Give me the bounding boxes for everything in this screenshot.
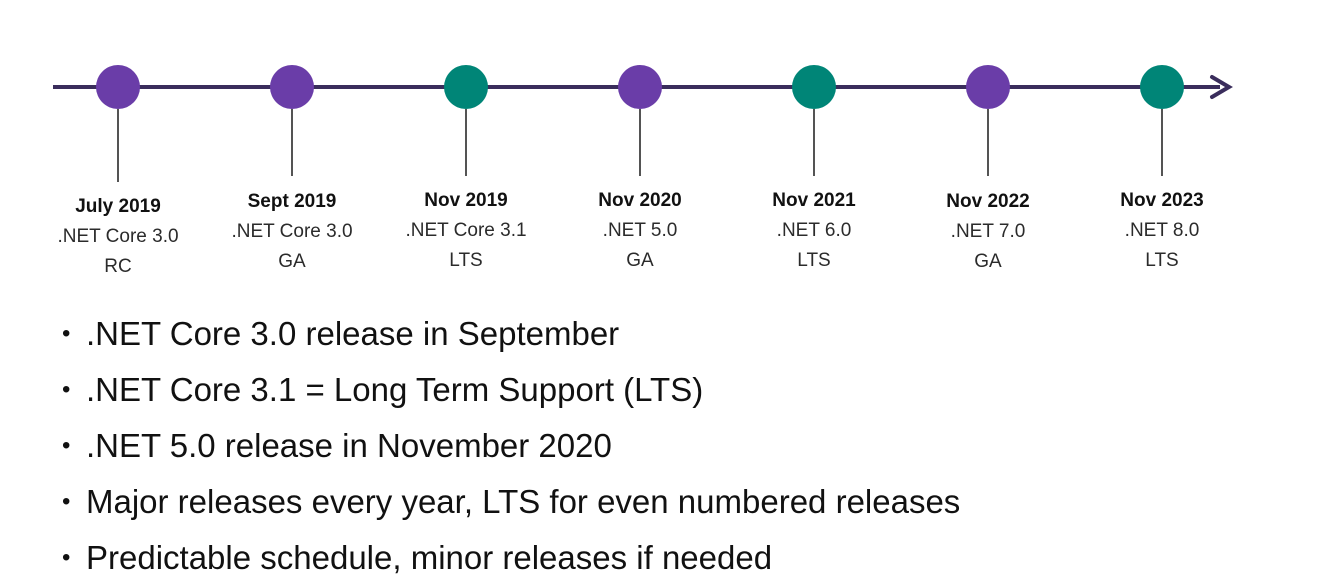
milestone-status: LTS (449, 250, 483, 271)
bullet-marker: • (62, 487, 71, 515)
milestone-product: .NET 8.0 (1124, 220, 1200, 241)
milestone-status: RC (104, 256, 132, 277)
milestone-product: .NET Core 3.0 (57, 226, 179, 247)
bullet-text: .NET 5.0 release in November 2020 (86, 427, 612, 465)
milestone-product: .NET Core 3.1 (405, 220, 527, 241)
timeline (53, 65, 1233, 182)
milestone-date: Nov 2021 (772, 190, 856, 211)
bullet-marker: • (62, 319, 71, 347)
milestone-node-ga (270, 65, 314, 109)
bullet-text: Major releases every year, LTS for even … (86, 483, 961, 521)
milestone-label-5: Nov 2022 .NET 7.0 GA (903, 187, 1073, 277)
bullet-item: • Predictable schedule, minor releases if… (62, 531, 960, 587)
milestone-node-ga (96, 65, 140, 109)
bullet-marker: • (62, 375, 71, 403)
bullet-item: • Major releases every year, LTS for even… (62, 475, 960, 531)
bullet-text: .NET Core 3.0 release in September (86, 315, 620, 352)
milestone-node-ga (618, 65, 662, 109)
bullet-item: • .NET 5.0 release in November 2020 (62, 419, 960, 475)
milestone-label-1: Sept 2019 .NET Core 3.0 GA (207, 187, 377, 277)
timeline-arrowhead (1210, 75, 1233, 99)
milestone-label-2: Nov 2019 .NET Core 3.1 LTS (381, 186, 551, 276)
milestone-date: Nov 2023 (1120, 190, 1204, 211)
milestone-status: GA (278, 251, 306, 272)
bullet-text: Predictable schedule, minor releases if … (86, 539, 773, 577)
milestone-status: LTS (1145, 250, 1179, 271)
milestone-date: Nov 2020 (598, 190, 682, 211)
milestone-label-0: July 2019 .NET Core 3.0 RC (33, 192, 203, 282)
milestone-node-lts (1140, 65, 1184, 109)
bullet-marker: • (62, 431, 71, 459)
milestone-product: .NET 6.0 (776, 220, 852, 241)
milestone-label-4: Nov 2021 .NET 6.0 LTS (729, 186, 899, 276)
milestone-node-lts (792, 65, 836, 109)
milestone-label-3: Nov 2020 .NET 5.0 GA (555, 186, 725, 276)
milestone-status: LTS (797, 250, 831, 271)
bullet-item: • .NET Core 3.1 = Long Term Support (LTS) (62, 363, 960, 419)
milestone-node-lts (444, 65, 488, 109)
milestone-status: GA (626, 250, 654, 271)
milestone-product: .NET 5.0 (602, 220, 678, 241)
milestone-date: July 2019 (75, 196, 161, 217)
milestone-product: .NET 7.0 (950, 221, 1026, 242)
bullet-text: .NET Core 3.1 = Long Term Support (LTS) (86, 371, 704, 409)
milestone-nodes (96, 65, 1184, 182)
milestone-date: Nov 2019 (424, 190, 508, 211)
milestone-status: GA (974, 251, 1002, 272)
bullet-list: • .NET Core 3.0 release in September • .NE… (62, 307, 960, 587)
bullet-item: • .NET Core 3.0 release in September (62, 307, 960, 363)
milestone-product: .NET Core 3.0 (231, 221, 353, 242)
milestone-label-6: Nov 2023 .NET 8.0 LTS (1077, 186, 1247, 276)
milestone-date: Nov 2022 (946, 191, 1030, 212)
milestone-date: Sept 2019 (247, 191, 337, 212)
milestone-node-ga (966, 65, 1010, 109)
bullet-marker: • (62, 543, 71, 571)
